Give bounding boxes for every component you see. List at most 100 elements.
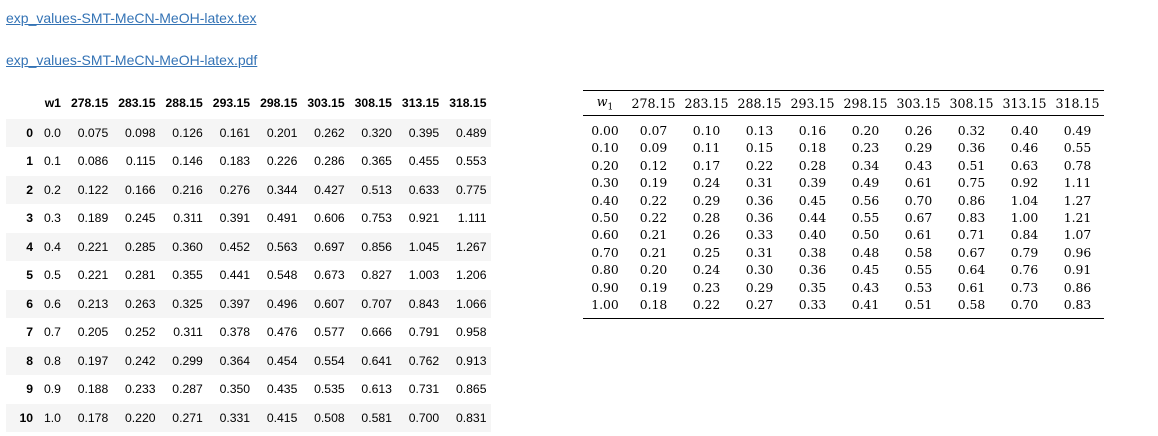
table-cell: 1.0 [44, 410, 61, 425]
latex-table-cell: 0.53 [904, 279, 933, 295]
table-cell: 0.262 [314, 125, 345, 140]
table-row: 4 0.4 0.221 0.285 0.360 0.452 0.563 0.697 0.856 1… [6, 232, 492, 261]
latex-table-cell: 0.18 [639, 297, 668, 313]
latex-table-cell: 0.86 [1063, 279, 1092, 295]
latex-table-cell: 0.40 [1010, 123, 1039, 138]
table-cell: 0.452 [219, 239, 251, 254]
latex-table-cell: 0.32 [957, 123, 986, 138]
table-cell: 0.613 [361, 382, 392, 397]
table-cell: 0.7 [44, 325, 61, 340]
table-cell: 0.360 [172, 239, 203, 254]
table-cell: 0.285 [125, 239, 156, 254]
table-cell: 0.633 [408, 182, 440, 197]
table-cell: 0.233 [125, 382, 156, 397]
dataframe-table: w1 278.15 283.15 288.15 293.15 298.15 303.15 30… [6, 89, 492, 432]
column-header-cell: 303.15 [302, 89, 350, 119]
index-header-cell [6, 89, 39, 119]
latex-table-cell: 0.96 [1063, 244, 1092, 260]
latex-table-row: 1.00 0.18 0.22 0.27 0.33 0.41 0.51 0.58 0.70 0.83 [583, 296, 1104, 319]
table-cell: 0.666 [361, 325, 392, 340]
table-cell: 0.355 [172, 268, 203, 283]
latex-table-cell: 0.15 [745, 140, 774, 156]
latex-table-cell: 1.27 [1063, 192, 1092, 208]
table-cell: 0.607 [314, 296, 345, 311]
latex-table-cell: 0.79 [1010, 244, 1039, 260]
latex-table-cell: 0.51 [904, 297, 933, 313]
table-cell: 0.441 [219, 268, 251, 283]
latex-table-cell: 1.04 [1010, 192, 1039, 208]
column-header-cell: 298.15 [255, 89, 303, 119]
row-index-cell: 4 [26, 239, 33, 254]
latex-table-cell: 0.36 [745, 192, 774, 208]
latex-table-cell: 0.19 [639, 175, 668, 191]
latex-table-cell: 0.71 [957, 227, 986, 243]
table-cell: 1.267 [455, 239, 487, 254]
latex-column-header-cell: 303.15 [892, 90, 945, 116]
latex-table-cell: 0.61 [957, 279, 986, 295]
table-row: 8 0.8 0.197 0.242 0.299 0.364 0.454 0.554 0.641 0… [6, 346, 492, 375]
table-cell: 1.206 [455, 268, 487, 283]
table-cell: 0.606 [314, 211, 345, 226]
table-row: 5 0.5 0.221 0.281 0.355 0.441 0.548 0.673 0.827 1… [6, 261, 491, 290]
latex-table-cell: 1.11 [1063, 175, 1092, 191]
table-cell: 0.762 [408, 353, 440, 368]
latex-table-cell: 0.44 [798, 210, 827, 226]
table-cell: 0.2 [44, 182, 61, 197]
table-cell: 1.045 [408, 239, 440, 254]
table-cell: 0.491 [266, 211, 298, 226]
table-cell: 0.161 [219, 125, 251, 140]
table-cell: 0.673 [314, 268, 345, 283]
latex-column-header-cell: 288.15 [733, 90, 786, 116]
latex-table-cell: 0.16 [798, 123, 827, 138]
table-cell: 0.188 [77, 382, 109, 397]
latex-column-header-cell: 283.15 [680, 90, 733, 116]
table-cell: 1.111 [457, 211, 487, 226]
table-cell: 0.252 [125, 325, 156, 340]
latex-header-row: w1 278.15 283.15 288.15 293.15 298.15 303.15 30… [583, 90, 1104, 116]
table-cell: 0.122 [77, 182, 109, 197]
latex-table-cell: 0.41 [851, 297, 880, 313]
table-cell: 0.489 [455, 125, 487, 140]
latex-table-cell: 0.30 [745, 262, 774, 278]
latex-table-cell: 0.09 [639, 140, 668, 156]
table-cell: 0.126 [172, 125, 203, 140]
table-cell: 0.455 [408, 154, 440, 169]
latex-table-cell: 0.45 [798, 192, 827, 208]
latex-table-cell: 0.43 [851, 279, 880, 295]
row-index-cell: 3 [26, 211, 33, 226]
latex-table-cell: 1.07 [1063, 227, 1092, 243]
row-index-cell: 0 [26, 125, 33, 140]
latex-table-cell: 0.90 [591, 279, 619, 295]
latex-table-cell: 0.24 [692, 175, 721, 191]
table-cell: 0.397 [219, 296, 251, 311]
table-row: 6 0.6 0.213 0.263 0.325 0.397 0.496 0.607 0.707 0… [6, 289, 492, 318]
table-row: 7 0.7 0.205 0.252 0.311 0.378 0.476 0.577 0.666 0… [6, 318, 491, 347]
latex-table-cell: 0.67 [904, 210, 933, 226]
latex-table-row: 0.60 0.21 0.26 0.33 0.40 0.50 0.61 0.71 0.84 1.07 [583, 226, 1104, 243]
table-cell: 0.435 [266, 382, 298, 397]
table-cell: 0.115 [125, 154, 156, 169]
latex-table-cell: 0.80 [591, 262, 619, 278]
latex-table-row: 0.40 0.22 0.29 0.36 0.45 0.56 0.70 0.86 1.04 1.27 [583, 192, 1104, 209]
latex-table-cell: 0.75 [957, 175, 986, 191]
table-cell: 0.213 [77, 296, 109, 311]
latex-table-cell: 0.36 [798, 262, 827, 278]
tex-file-link[interactable]: exp_values-SMT-MeCN-MeOH-latex.tex [6, 10, 257, 26]
latex-table-cell: 0.61 [904, 227, 933, 243]
table-cell: 0.958 [455, 325, 487, 340]
pdf-file-link[interactable]: exp_values-SMT-MeCN-MeOH-latex.pdf [6, 52, 258, 68]
table-cell: 0.535 [314, 382, 345, 397]
latex-table-cell: 0.51 [957, 157, 986, 173]
latex-table-cell: 0.29 [904, 140, 933, 156]
table-row: 1 0.1 0.086 0.115 0.146 0.183 0.226 0.286 0.365 0… [6, 147, 491, 176]
table-cell: 0.320 [361, 125, 392, 140]
latex-table-cell: 0.78 [1063, 157, 1092, 173]
latex-table-cell: 0.31 [745, 244, 774, 260]
table-cell: 0.197 [77, 353, 109, 368]
latex-table-cell: 0.39 [798, 175, 827, 191]
latex-table-cell: 0.83 [957, 210, 986, 226]
table-cell: 0.286 [314, 154, 345, 169]
row-index-cell: 7 [26, 325, 33, 340]
latex-table-cell: 0.38 [798, 244, 827, 260]
table-cell: 0.281 [125, 268, 156, 283]
